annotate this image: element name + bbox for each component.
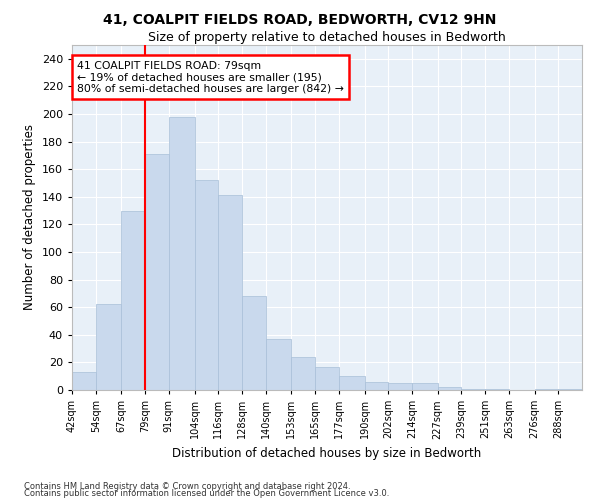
Bar xyxy=(292,357,315,390)
Bar xyxy=(558,388,582,390)
Bar xyxy=(121,210,145,390)
Bar xyxy=(437,387,461,390)
Bar xyxy=(72,372,96,390)
Bar xyxy=(461,388,485,390)
Bar xyxy=(218,196,242,390)
Text: Contains public sector information licensed under the Open Government Licence v3: Contains public sector information licen… xyxy=(24,490,389,498)
Bar xyxy=(266,339,292,390)
Bar xyxy=(388,383,412,390)
Text: Contains HM Land Registry data © Crown copyright and database right 2024.: Contains HM Land Registry data © Crown c… xyxy=(24,482,350,491)
X-axis label: Distribution of detached houses by size in Bedworth: Distribution of detached houses by size … xyxy=(172,447,482,460)
Bar xyxy=(485,388,509,390)
Bar xyxy=(145,154,169,390)
Text: 41, COALPIT FIELDS ROAD, BEDWORTH, CV12 9HN: 41, COALPIT FIELDS ROAD, BEDWORTH, CV12 … xyxy=(103,12,497,26)
Bar xyxy=(169,117,194,390)
Y-axis label: Number of detached properties: Number of detached properties xyxy=(23,124,36,310)
Bar xyxy=(412,383,437,390)
Bar xyxy=(365,382,388,390)
Bar xyxy=(194,180,218,390)
Bar xyxy=(315,366,339,390)
Text: 41 COALPIT FIELDS ROAD: 79sqm
← 19% of detached houses are smaller (195)
80% of : 41 COALPIT FIELDS ROAD: 79sqm ← 19% of d… xyxy=(77,60,344,94)
Title: Size of property relative to detached houses in Bedworth: Size of property relative to detached ho… xyxy=(148,31,506,44)
Bar xyxy=(535,388,558,390)
Bar xyxy=(96,304,121,390)
Bar xyxy=(242,296,266,390)
Bar xyxy=(339,376,365,390)
